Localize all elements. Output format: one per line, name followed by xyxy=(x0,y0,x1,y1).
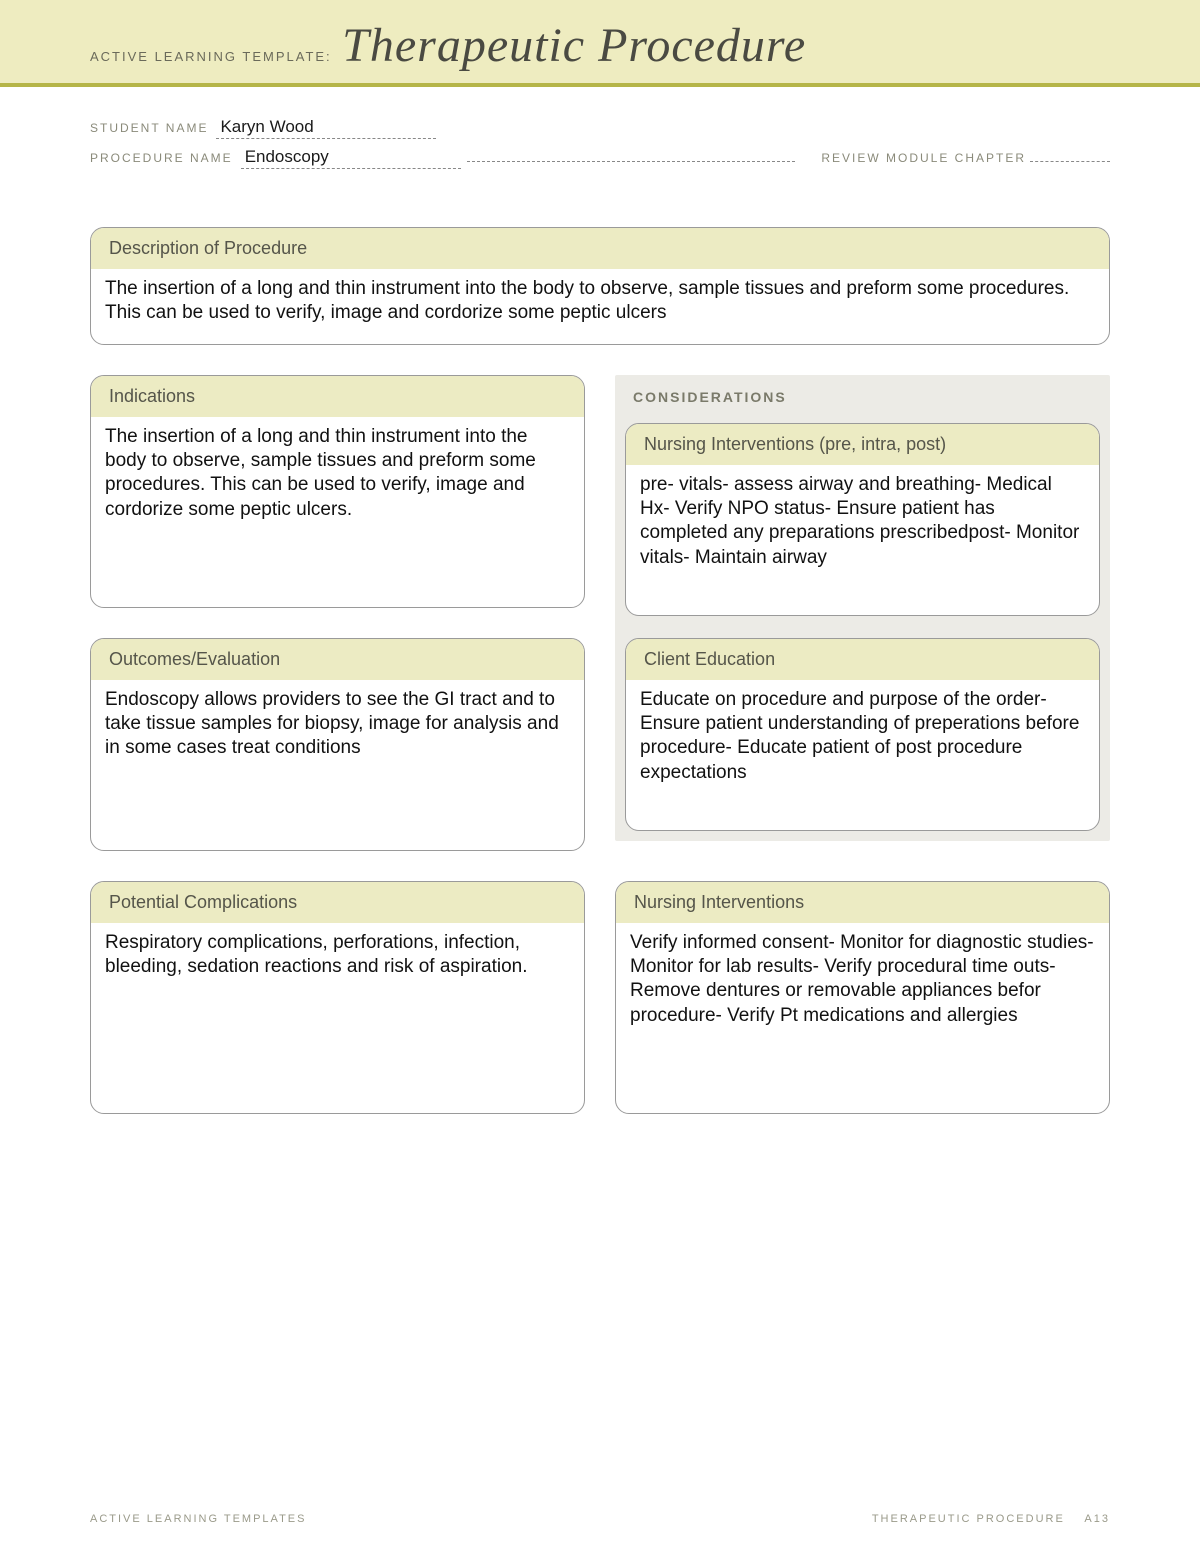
content-area: Description of Procedure The insertion o… xyxy=(0,227,1200,1144)
student-name-label: STUDENT NAME xyxy=(90,121,208,135)
page-title: Therapeutic Procedure xyxy=(342,18,806,73)
complications-card: Potential Complications Respiratory comp… xyxy=(90,881,585,1114)
client-edu-title: Client Education xyxy=(626,639,1099,680)
procedure-row: PROCEDURE NAME Endoscopy REVIEW MODULE C… xyxy=(90,147,1110,169)
description-body: The insertion of a long and thin instrum… xyxy=(91,269,1109,344)
right-column-2: Nursing Interventions Verify informed co… xyxy=(615,881,1110,1144)
row-2: Potential Complications Respiratory comp… xyxy=(90,881,1110,1144)
complications-body: Respiratory complications, perforations,… xyxy=(91,923,584,1113)
meta-block: STUDENT NAME Karyn Wood PROCEDURE NAME E… xyxy=(0,87,1200,227)
description-title: Description of Procedure xyxy=(91,228,1109,269)
row-1: Indications The insertion of a long and … xyxy=(90,375,1110,881)
nursing-interventions-card: Nursing Interventions Verify informed co… xyxy=(615,881,1110,1114)
header-small-label: ACTIVE LEARNING TEMPLATE: xyxy=(90,49,332,64)
nursing-pre-body: pre- vitals- assess airway and breathing… xyxy=(626,465,1099,615)
header-band: ACTIVE LEARNING TEMPLATE: Therapeutic Pr… xyxy=(0,0,1200,87)
indications-card: Indications The insertion of a long and … xyxy=(90,375,585,608)
footer-left: ACTIVE LEARNING TEMPLATES xyxy=(90,1513,306,1525)
footer-page: A13 xyxy=(1084,1513,1110,1525)
review-module-blank xyxy=(1030,148,1110,162)
considerations-label: CONSIDERATIONS xyxy=(625,375,1100,423)
indications-title: Indications xyxy=(91,376,584,417)
considerations-panel: CONSIDERATIONS Nursing Interventions (pr… xyxy=(615,375,1110,841)
nursing-interventions-body: Verify informed consent- Monitor for dia… xyxy=(616,923,1109,1113)
client-edu-card: Client Education Educate on procedure an… xyxy=(625,638,1100,831)
review-module-label: REVIEW MODULE CHAPTER xyxy=(821,151,1026,165)
indications-body: The insertion of a long and thin instrum… xyxy=(91,417,584,607)
complications-title: Potential Complications xyxy=(91,882,584,923)
nursing-pre-card: Nursing Interventions (pre, intra, post)… xyxy=(625,423,1100,616)
right-column: CONSIDERATIONS Nursing Interventions (pr… xyxy=(615,375,1110,881)
procedure-name-value: Endoscopy xyxy=(241,147,461,169)
procedure-line xyxy=(467,148,796,162)
procedure-name-label: PROCEDURE NAME xyxy=(90,151,233,165)
student-row: STUDENT NAME Karyn Wood xyxy=(90,117,1110,139)
footer: ACTIVE LEARNING TEMPLATES THERAPEUTIC PR… xyxy=(0,1513,1200,1525)
header-inner: ACTIVE LEARNING TEMPLATE: Therapeutic Pr… xyxy=(0,18,1200,73)
student-name-value: Karyn Wood xyxy=(216,117,436,139)
description-card: Description of Procedure The insertion o… xyxy=(90,227,1110,345)
outcomes-body: Endoscopy allows providers to see the GI… xyxy=(91,680,584,850)
nursing-interventions-title: Nursing Interventions xyxy=(616,882,1109,923)
left-column-2: Potential Complications Respiratory comp… xyxy=(90,881,585,1144)
outcomes-title: Outcomes/Evaluation xyxy=(91,639,584,680)
footer-right: THERAPEUTIC PROCEDURE A13 xyxy=(872,1513,1110,1525)
outcomes-card: Outcomes/Evaluation Endoscopy allows pro… xyxy=(90,638,585,851)
nursing-pre-title: Nursing Interventions (pre, intra, post) xyxy=(626,424,1099,465)
footer-right-text: THERAPEUTIC PROCEDURE xyxy=(872,1513,1065,1525)
left-column: Indications The insertion of a long and … xyxy=(90,375,585,881)
page: ACTIVE LEARNING TEMPLATE: Therapeutic Pr… xyxy=(0,0,1200,1553)
client-edu-body: Educate on procedure and purpose of the … xyxy=(626,680,1099,830)
